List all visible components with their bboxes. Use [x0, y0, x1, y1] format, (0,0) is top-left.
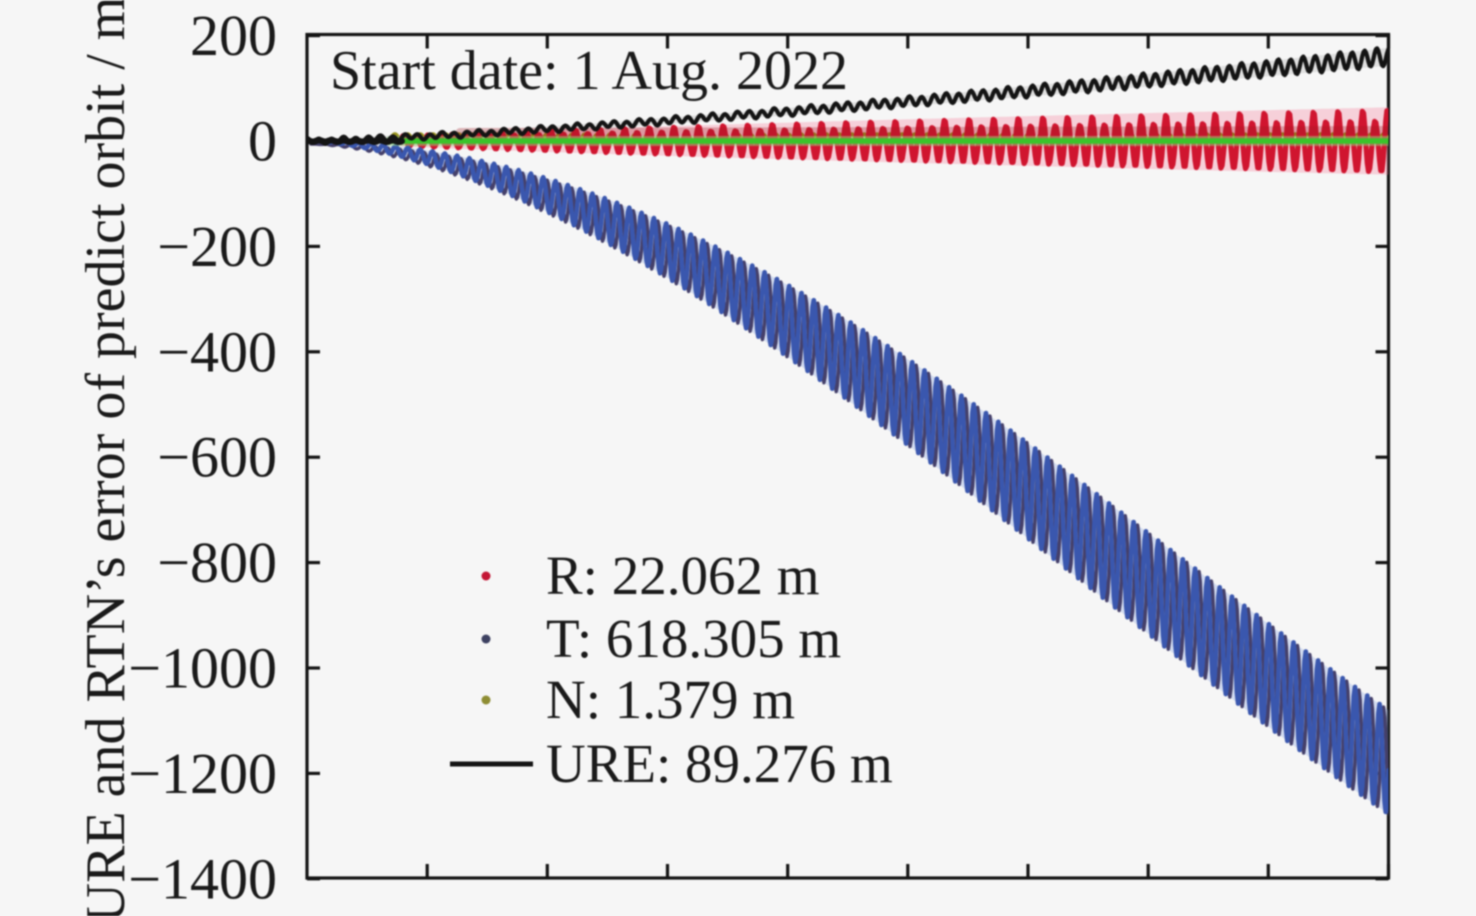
svg-text:−1400: −1400 — [128, 846, 277, 911]
svg-text:−400: −400 — [157, 319, 277, 384]
svg-text:N: 1.379 m: N: 1.379 m — [546, 669, 795, 730]
svg-text:0: 0 — [248, 109, 277, 174]
svg-text:−1200: −1200 — [128, 741, 277, 806]
svg-text:R: 22.062 m: R: 22.062 m — [546, 545, 820, 606]
svg-text:200: 200 — [190, 3, 277, 68]
svg-text:−600: −600 — [157, 425, 277, 490]
svg-text:−800: −800 — [157, 530, 277, 595]
svg-text:URE: 89.276 m: URE: 89.276 m — [546, 733, 893, 794]
svg-text:Start date: 1 Aug. 2022: Start date: 1 Aug. 2022 — [330, 40, 848, 102]
svg-text:−1000: −1000 — [128, 636, 277, 701]
svg-text:T: 618.305 m: T: 618.305 m — [546, 608, 841, 669]
svg-text:URE and RTN’s error of predict: URE and RTN’s error of predict orbit / m — [75, 0, 137, 916]
svg-text:−200: −200 — [157, 214, 277, 279]
